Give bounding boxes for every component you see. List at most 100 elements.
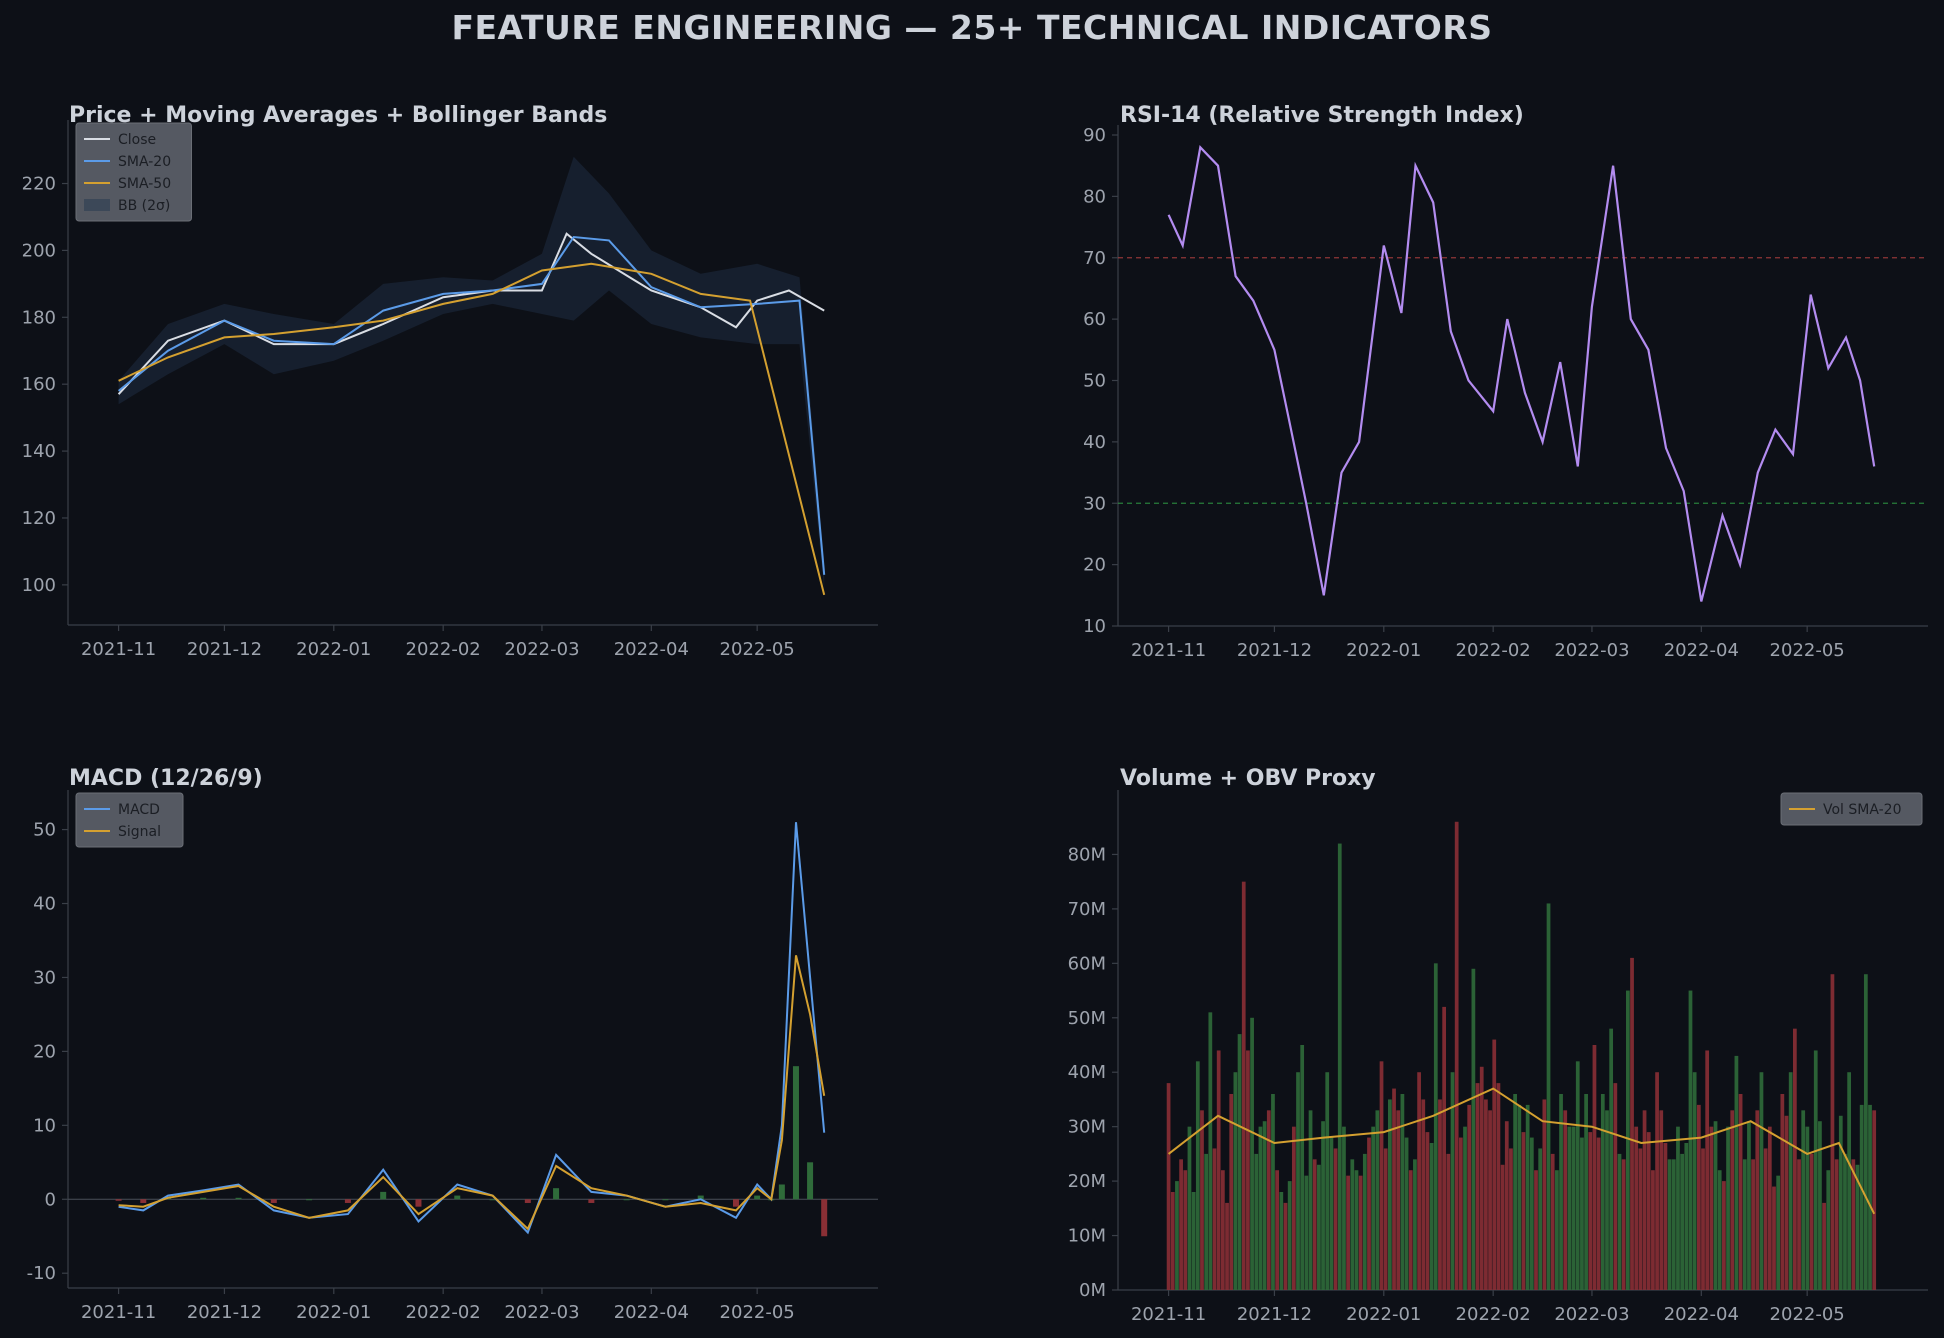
volume-bar	[1830, 974, 1835, 1290]
volume-bar	[1362, 1153, 1367, 1290]
volume-bar	[1463, 1126, 1467, 1290]
volume-bar	[1580, 1137, 1584, 1290]
price-x-tick-label: 2022-03	[504, 639, 579, 660]
volume-bar	[1755, 1110, 1760, 1290]
volume-bar	[1772, 1186, 1776, 1290]
price-x-tick-label: 2021-11	[81, 639, 156, 660]
macd-x-tick-label: 2022-05	[720, 1302, 795, 1323]
volume-bar	[1262, 1121, 1267, 1290]
volume-bar	[1797, 1159, 1801, 1290]
volume-bar	[1751, 1159, 1755, 1290]
volume-bar	[1805, 1126, 1810, 1290]
volume-bar	[1442, 1006, 1447, 1290]
volume-bar	[1717, 1170, 1722, 1290]
volume-bar	[1170, 1192, 1175, 1290]
macd-histogram-bar	[306, 1199, 313, 1201]
volume-bar	[1701, 1148, 1705, 1290]
volume-bar	[1688, 990, 1693, 1290]
volume-bar	[1296, 1072, 1300, 1290]
volume-bar	[1613, 1083, 1618, 1290]
macd-legend-label: Signal	[118, 824, 161, 840]
volume-bar	[1429, 1143, 1434, 1290]
volume-bar	[1204, 1153, 1209, 1290]
volume-bar	[1638, 1148, 1643, 1290]
volume-bar	[1517, 1104, 1522, 1290]
volume-bar	[1659, 1110, 1664, 1290]
volume-bar	[1200, 1110, 1204, 1290]
volume-bar	[1584, 1094, 1588, 1290]
volume-bar	[1166, 1083, 1171, 1290]
volume-bar	[1713, 1121, 1718, 1290]
volume-bar	[1492, 1039, 1497, 1290]
volume-bar	[1396, 1110, 1401, 1290]
volume-bar	[1266, 1110, 1271, 1290]
rsi-y-tick-label: 70	[1083, 248, 1106, 269]
macd-histogram-bar	[623, 1199, 630, 1201]
volume-bar	[1525, 1104, 1530, 1290]
volume-bar	[1241, 881, 1246, 1290]
volume-bar	[1271, 1094, 1275, 1290]
volume-bar	[1433, 963, 1438, 1290]
rsi-y-tick-label: 20	[1083, 555, 1106, 576]
volume-bar	[1767, 1126, 1772, 1290]
volume-bar	[1354, 1170, 1359, 1290]
price-y-tick-label: 120	[22, 508, 56, 529]
volume-bar	[1484, 1099, 1488, 1290]
macd-histogram-bar	[454, 1195, 461, 1200]
volume-bar	[1475, 1083, 1480, 1290]
volume-bar	[1229, 1094, 1234, 1290]
volume-bar	[1450, 1072, 1455, 1290]
macd-x-tick-label: 2021-12	[187, 1302, 262, 1323]
volume-bar	[1763, 1148, 1768, 1290]
volume-bar	[1621, 1159, 1626, 1290]
volume-y-tick-label: 60M	[1068, 953, 1106, 974]
volume-bar	[1575, 1061, 1580, 1290]
volume-bar	[1859, 1104, 1864, 1290]
volume-bar	[1333, 1148, 1338, 1290]
volume-bar	[1513, 1094, 1517, 1290]
volume-bar	[1625, 990, 1630, 1290]
rsi-x-tick-label: 2022-05	[1770, 640, 1845, 661]
volume-bar	[1563, 1110, 1568, 1290]
rsi-y-tick-label: 40	[1083, 432, 1106, 453]
macd-y-tick-label: 40	[33, 894, 56, 915]
volume-bar	[1421, 1099, 1426, 1290]
volume-y-tick-label: 20M	[1068, 1171, 1106, 1192]
price-x-tick-label: 2022-01	[296, 639, 371, 660]
volume-bar	[1651, 1170, 1655, 1290]
macd-histogram-bar	[115, 1199, 122, 1201]
volume-bar	[1542, 1099, 1547, 1290]
rsi-y-tick-label: 30	[1083, 493, 1106, 514]
volume-bar	[1863, 974, 1868, 1290]
volume-bar	[1454, 821, 1459, 1290]
volume-bar	[1676, 1126, 1680, 1290]
macd-histogram-bar	[235, 1197, 242, 1200]
volume-bar	[1784, 1115, 1789, 1290]
volume-bar	[1187, 1126, 1192, 1290]
volume-bar	[1479, 1066, 1484, 1290]
volume-bar	[1776, 1175, 1781, 1290]
volume-bar	[1726, 1126, 1730, 1290]
volume-bar	[1304, 1175, 1309, 1290]
volume-bar	[1458, 1137, 1463, 1290]
volume-bar	[1425, 1132, 1430, 1290]
volume-bar	[1642, 1110, 1647, 1290]
volume-bar	[1571, 1126, 1576, 1290]
rsi-y-tick-label: 50	[1083, 371, 1106, 392]
volume-bar	[1855, 1164, 1860, 1290]
volume-bar	[1283, 1202, 1288, 1290]
bollinger-band	[118, 156, 825, 589]
volume-bar	[1872, 1110, 1877, 1290]
macd-histogram-bar	[140, 1199, 147, 1203]
volume-bar	[1496, 1083, 1501, 1290]
price-y-tick-label: 140	[22, 441, 56, 462]
volume-x-tick-label: 2022-04	[1664, 1304, 1739, 1325]
volume-bar	[1488, 1110, 1492, 1290]
volume-bar	[1179, 1159, 1183, 1290]
price-legend	[75, 122, 192, 222]
volume-bar	[1588, 1132, 1593, 1290]
volume-bar	[1346, 1175, 1350, 1290]
volume-bar	[1287, 1181, 1292, 1290]
